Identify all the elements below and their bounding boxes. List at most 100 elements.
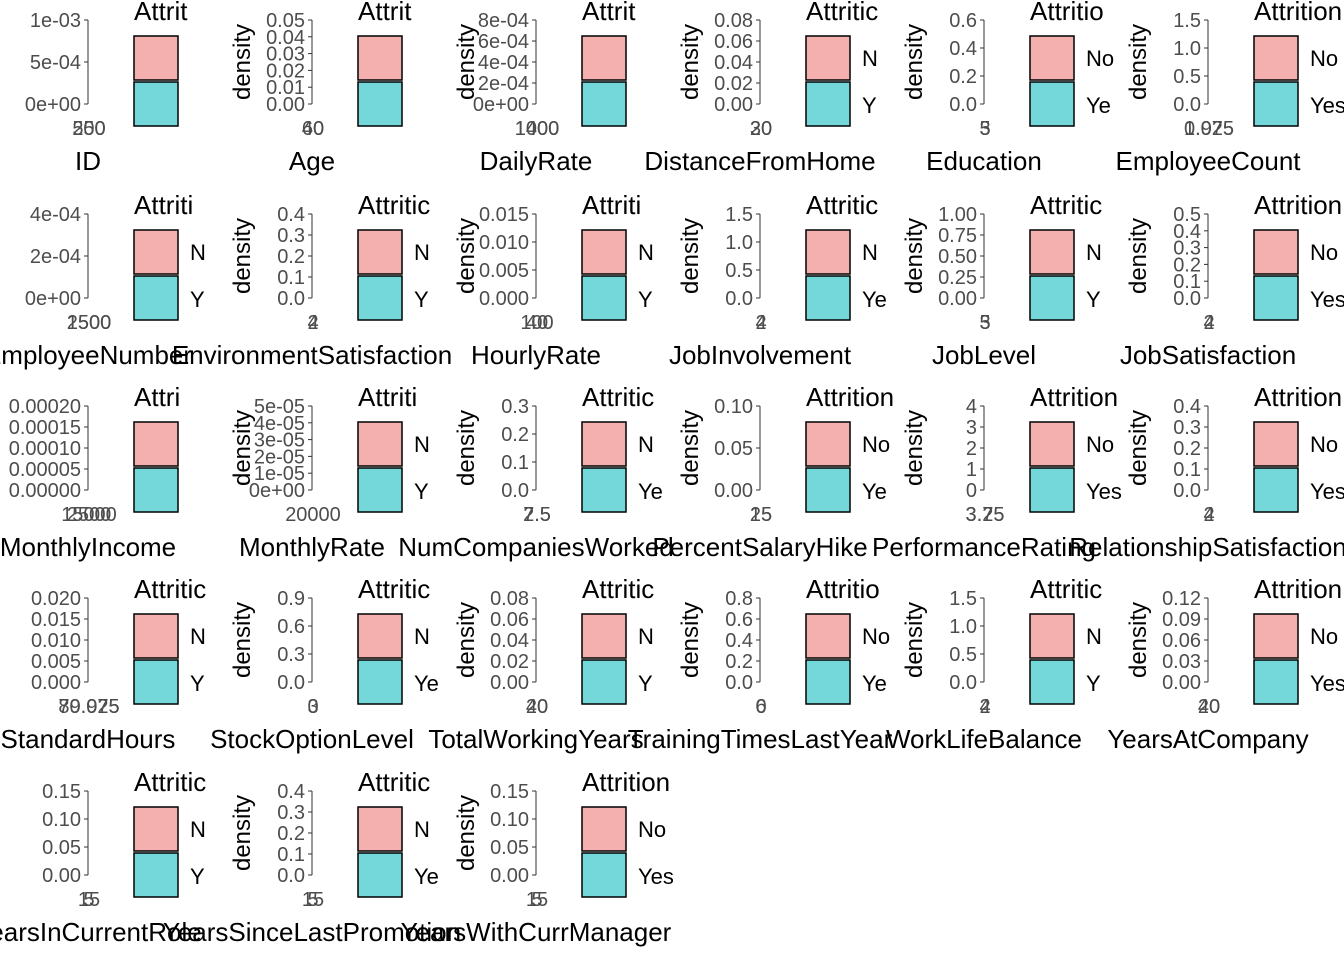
y-tick-label: 0.3	[501, 396, 529, 418]
y-tick-label: 1.0	[1173, 38, 1201, 60]
legend-swatch-yes	[133, 659, 179, 705]
x-tick-label: 2	[307, 312, 318, 334]
x-tick-label: 40	[526, 312, 548, 334]
legend-swatch-no	[133, 421, 179, 467]
legend-label-no: No	[1310, 624, 1338, 649]
y-tick-label: 6e-04	[478, 31, 529, 53]
y-tick-label: 0.25	[938, 267, 977, 289]
legend-title: Attrition	[1254, 190, 1342, 220]
legend-swatch-yes	[133, 81, 179, 127]
legend-label-yes: Ye	[1086, 93, 1111, 118]
legend-label-yes: Yes	[1086, 479, 1122, 504]
legend-label-no: N	[638, 240, 654, 265]
x-tick-label: 4	[755, 312, 766, 334]
legend-label-yes: Ye	[862, 287, 887, 312]
x-tick-label: 1500	[67, 312, 112, 334]
y-axis-title: density	[453, 410, 480, 486]
legend-label-no: N	[414, 432, 430, 457]
y-tick-label: 0.03	[1162, 651, 1201, 673]
x-tick-label: 15	[78, 889, 100, 911]
panel-title: ID	[75, 146, 101, 176]
legend-swatch-yes	[581, 275, 627, 321]
y-tick-label: 1.00	[938, 204, 977, 226]
x-tick-label: 3.75	[966, 504, 1005, 526]
y-tick-label: 0.00020	[9, 396, 81, 418]
x-tick-label: 40	[526, 696, 548, 718]
panel-title: YearsAtCompany	[1107, 724, 1308, 754]
y-tick-label: 0.02	[490, 651, 529, 673]
y-tick-label: 0.2	[1173, 438, 1201, 460]
y-tick-label: 0.1	[1173, 459, 1201, 481]
panel-title: YearsInCurrentRole	[0, 917, 202, 947]
x-tick-label: 15000	[61, 504, 117, 526]
legend-swatch-yes	[1029, 275, 1075, 321]
y-axis-title: density	[453, 602, 480, 678]
legend-swatch-no	[581, 806, 627, 852]
x-tick-label: 4	[1203, 312, 1214, 334]
legend-swatch-yes	[357, 467, 403, 513]
legend-swatch-no	[1253, 35, 1299, 81]
legend-label-yes: Ye	[862, 479, 887, 504]
legend-label-yes: Y	[638, 671, 653, 696]
legend-swatch-yes	[357, 659, 403, 705]
x-tick-label: 79.975	[58, 696, 119, 718]
legend-title: Attrition	[1254, 574, 1342, 604]
legend-swatch-no	[581, 421, 627, 467]
panel-title: JobLevel	[932, 340, 1036, 370]
x-tick-label: 3	[979, 118, 990, 140]
y-tick-label: 0.00015	[9, 417, 81, 439]
x-tick-label: 4	[979, 696, 990, 718]
legend-swatch-no	[581, 229, 627, 275]
legend-label-yes: Y	[190, 864, 205, 889]
legend-swatch-yes	[133, 852, 179, 898]
y-axis-title: density	[229, 795, 256, 871]
x-tick-label: 2500	[67, 312, 112, 334]
y-tick-label: 4e-04	[30, 204, 81, 226]
y-axis-title: density	[901, 410, 928, 486]
y-tick-label: 1.5	[1173, 10, 1201, 32]
legend-label-yes: Y	[1086, 671, 1101, 696]
y-tick-label: 0.06	[714, 31, 753, 53]
legend-label-yes: Ye	[414, 671, 439, 696]
panel-title: StockOptionLevel	[210, 724, 414, 754]
y-tick-label: 0.02	[714, 73, 753, 95]
legend-title: Attrit	[134, 0, 188, 26]
y-tick-label: 4	[966, 396, 977, 418]
panel-title: JobInvolvement	[669, 340, 852, 370]
x-tick-label: 80.025	[58, 696, 119, 718]
y-tick-label: 0.005	[479, 260, 529, 282]
y-tick-label: 0.3	[277, 644, 305, 666]
y-axis-title: density	[229, 410, 256, 486]
y-tick-label: 0.09	[1162, 609, 1201, 631]
legend-label-no: No	[862, 432, 890, 457]
legend-title: Attrit	[358, 0, 412, 26]
y-tick-label: 0.5	[1173, 66, 1201, 88]
x-tick-label: 15	[750, 504, 772, 526]
y-tick-label: 0.05	[490, 837, 529, 859]
x-tick-label: 100	[520, 312, 553, 334]
legend-label-no: No	[638, 817, 666, 842]
y-tick-label: 0.5	[725, 260, 753, 282]
y-tick-label: 0.03	[266, 44, 305, 66]
x-tick-label: 20000	[285, 504, 341, 526]
legend-label-yes: Y	[862, 93, 877, 118]
y-tick-label: 0.08	[490, 588, 529, 610]
x-tick-label: 3.25	[966, 504, 1005, 526]
panel-title: PercentSalaryHike	[652, 532, 867, 562]
y-axis-title: density	[1125, 602, 1152, 678]
legend-swatch-no	[1253, 613, 1299, 659]
y-tick-label: 0.9	[277, 588, 305, 610]
legend-swatch-yes	[581, 659, 627, 705]
y-tick-label: 0.15	[490, 781, 529, 803]
y-tick-label: 0.0	[277, 288, 305, 310]
legend-label-no: N	[862, 46, 878, 71]
legend-label-yes: Y	[1086, 287, 1101, 312]
y-axis-title: density	[677, 410, 704, 486]
legend-swatch-no	[1029, 229, 1075, 275]
legend-swatch-no	[357, 229, 403, 275]
panel-title: EnvironmentSatisfaction	[172, 340, 452, 370]
y-axis-title: density	[229, 218, 256, 294]
y-tick-label: 0.3	[277, 225, 305, 247]
